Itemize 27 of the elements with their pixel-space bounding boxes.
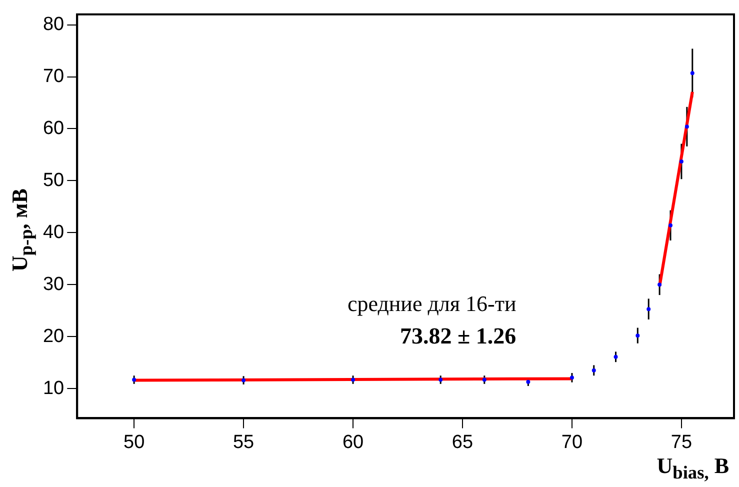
y-tick-label: 20	[42, 326, 64, 347]
x-tick-label: 60	[342, 432, 364, 453]
point	[636, 334, 640, 338]
y-tick-label: 40	[42, 222, 64, 243]
x-axis-title: U$_{bias,}$ B	[656, 452, 729, 483]
point	[592, 368, 596, 372]
x-tick-label: 70	[561, 432, 583, 453]
point	[668, 223, 673, 228]
point	[646, 307, 651, 312]
point	[570, 376, 574, 380]
y-tick-label: 30	[42, 274, 64, 295]
point	[684, 124, 689, 129]
point	[658, 282, 662, 287]
y-tick-label: 10	[42, 378, 64, 399]
point	[614, 354, 618, 359]
annotation: 73.82 ± 1.26	[400, 323, 516, 348]
y-tick-label: 70	[42, 66, 64, 87]
point	[690, 71, 694, 76]
point	[679, 159, 684, 164]
x-tick-label: 50	[123, 432, 145, 453]
x-tick-label: 75	[670, 432, 692, 453]
y-tick-label: 60	[42, 118, 64, 139]
y-tick-label: 80	[42, 14, 64, 36]
annotation: средние для 16-ти	[347, 290, 516, 316]
y-tick-label: 50	[42, 170, 64, 191]
x-tick-label: 65	[452, 432, 474, 453]
x-tick-label: 55	[232, 432, 254, 453]
